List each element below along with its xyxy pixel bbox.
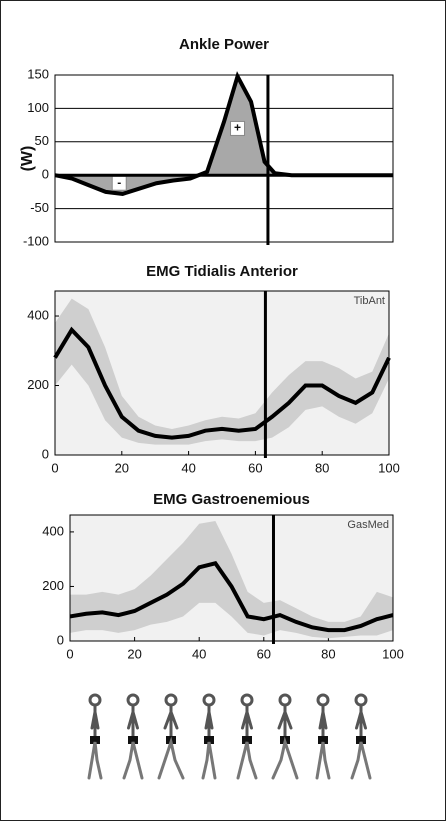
x-tick-label: 20	[115, 460, 129, 475]
chart-title: EMG Gastroenemious	[153, 491, 310, 508]
shorts	[318, 736, 328, 744]
annotation: +	[234, 121, 241, 135]
legs	[122, 741, 144, 780]
y-axis-label: (W)	[19, 146, 36, 172]
x-tick-label: 0	[51, 460, 58, 475]
x-tick-label: 0	[66, 646, 73, 661]
band	[55, 298, 389, 445]
y-tick-label: -100	[23, 233, 49, 248]
y-tick-label: 0	[57, 632, 64, 647]
shorts	[204, 736, 214, 744]
arms	[318, 711, 328, 730]
legs	[271, 736, 299, 780]
chart-title: EMG Tidialis Anterior	[146, 263, 298, 280]
y-tick-label: 200	[27, 377, 49, 392]
shorts	[90, 736, 100, 744]
x-tick-label: 60	[248, 460, 262, 475]
series-label: GasMed	[347, 519, 389, 531]
shorts	[242, 736, 252, 744]
annotation-box	[230, 120, 246, 136]
legs	[350, 741, 372, 780]
y-tick-label: 400	[42, 523, 64, 538]
arms	[204, 711, 214, 730]
y-tick-label: 400	[27, 307, 49, 322]
area	[55, 76, 393, 194]
legs	[315, 741, 331, 780]
y-tick-label: 200	[42, 578, 64, 593]
y-tick-label: 100	[27, 100, 49, 115]
legs	[201, 741, 217, 780]
x-tick-label: 40	[181, 460, 195, 475]
chart-title: Ankle Power	[179, 36, 269, 53]
annotation: -	[117, 175, 121, 189]
band	[70, 521, 393, 639]
shorts	[356, 736, 366, 744]
x-tick-label: 80	[315, 460, 329, 475]
y-tick-label: -50	[30, 200, 49, 215]
legs	[236, 741, 258, 780]
x-tick-label: 40	[192, 646, 206, 661]
plot-frame	[69, 514, 394, 642]
shorts	[128, 736, 138, 744]
gait-figures	[87, 693, 372, 780]
legs	[87, 741, 103, 780]
line	[69, 560, 394, 633]
plot-frame	[54, 74, 394, 243]
x-tick-label: 100	[382, 646, 404, 661]
y-tick-label: 50	[35, 133, 49, 148]
arms	[90, 711, 100, 730]
arms	[355, 706, 367, 730]
x-tick-label: 60	[257, 646, 271, 661]
y-tick-label: 0	[42, 167, 49, 182]
x-tick-label: 80	[321, 646, 335, 661]
y-tick-label: 150	[27, 66, 49, 81]
y-tick-label: 0	[42, 446, 49, 461]
plot-frame	[54, 290, 390, 456]
line	[53, 326, 391, 440]
arms	[241, 706, 253, 730]
legs	[157, 736, 185, 780]
x-tick-label: 20	[127, 646, 141, 661]
series-label: TibAnt	[354, 295, 385, 307]
arms	[163, 707, 179, 730]
x-tick-label: 100	[378, 460, 400, 475]
arms	[127, 706, 139, 730]
arms	[277, 707, 293, 730]
